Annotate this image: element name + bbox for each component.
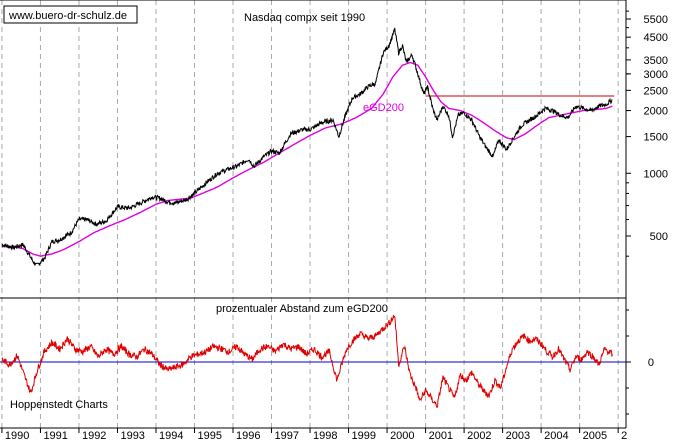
watermark-text: www.buero-dr-schulz.de	[8, 10, 127, 22]
x-tick-label: 2	[621, 430, 627, 440]
price-series-line	[1, 27, 613, 266]
y-tick-label: 2000	[644, 106, 668, 118]
x-tick-label: 1996	[236, 430, 260, 440]
y-tick-label: 1000	[644, 168, 668, 180]
x-tick-label: 2004	[544, 430, 568, 440]
y-tick-label: 4500	[644, 32, 668, 44]
ema-annotation: eGD200	[363, 102, 404, 114]
y-axis-ticks-top: 500 1000 1500 2000 2500 3000 3500 4500 5500	[626, 10, 668, 257]
oscillator-title: prozentualer Abstand zum eGD200	[216, 303, 388, 315]
source-label: Hoppenstedt Charts	[10, 399, 108, 411]
x-axis-ticks: 1990 1991 1992 1993 1994 1995 1996 1997 1998 1999…	[1, 428, 627, 440]
y-tick-label: 3000	[644, 69, 668, 81]
y-tick-label: 5500	[644, 14, 668, 26]
x-tick-label: 1997	[275, 430, 299, 440]
y-tick-label: 0	[648, 357, 654, 369]
x-tick-label: 1995	[197, 430, 221, 440]
y-tick-label: 500	[650, 231, 668, 243]
x-tick-label: 1999	[352, 430, 376, 440]
x-tick-label: 1992	[82, 430, 106, 440]
x-tick-label: 2001	[429, 430, 453, 440]
watermark-box	[3, 5, 138, 24]
x-tick-label: 1994	[159, 430, 183, 440]
ema-series-line	[1, 61, 613, 257]
chart-title: Nasdaq compx seit 1990	[244, 12, 365, 24]
oscillator-series-line	[1, 315, 613, 409]
x-tick-label: 2003	[506, 430, 530, 440]
x-tick-label: 2000	[390, 430, 414, 440]
x-tick-label: 1998	[313, 430, 337, 440]
x-tick-label: 1990	[5, 430, 29, 440]
x-tick-label: 1993	[120, 430, 144, 440]
x-tick-label: 2005	[583, 430, 607, 440]
y-tick-label: 2500	[644, 85, 668, 97]
y-tick-label: 1500	[644, 132, 668, 144]
x-tick-label: 2002	[467, 430, 491, 440]
x-tick-label: 1991	[43, 430, 67, 440]
y-tick-label: 3500	[644, 55, 668, 67]
